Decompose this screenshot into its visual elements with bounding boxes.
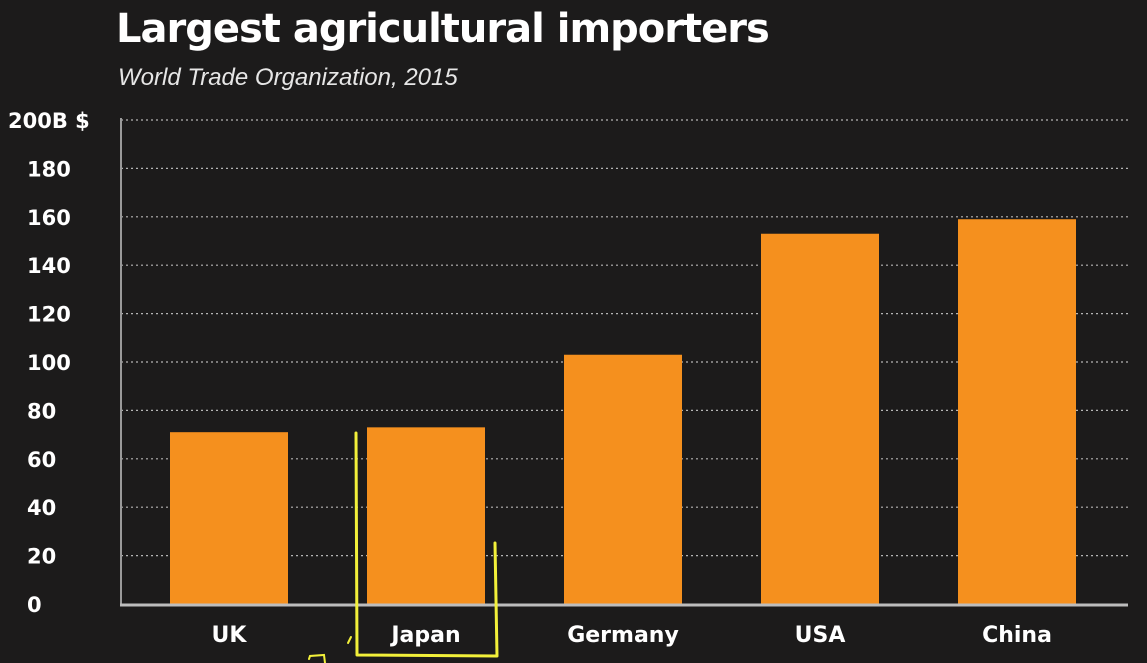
y-tick-label: 180 xyxy=(27,157,71,181)
x-category-label: Japan xyxy=(389,623,460,648)
y-tick-label: 100 xyxy=(27,351,71,375)
y-tick-label: 140 xyxy=(27,254,71,278)
x-category-label: USA xyxy=(795,623,846,648)
y-tick-label: 60 xyxy=(27,448,56,472)
annotation-tick-mark xyxy=(347,636,352,644)
bar-china xyxy=(958,219,1076,604)
x-category-label: UK xyxy=(212,623,248,648)
y-tick-label: 20 xyxy=(27,545,56,569)
chart-title: Largest agricultural importers xyxy=(116,6,770,52)
annotation-small-box xyxy=(308,653,326,663)
bar-germany xyxy=(564,354,682,604)
chart-subtitle: World Trade Organization, 2015 xyxy=(118,64,458,91)
y-tick-label: 200B $ xyxy=(8,109,90,133)
axes xyxy=(120,118,1128,607)
hand-drawn-annotation xyxy=(308,431,499,663)
bar-japan xyxy=(367,427,485,604)
bar-uk xyxy=(170,432,288,604)
y-axis-ticks: 0 20 40 60 80 100 120 140 160 180 200B $ xyxy=(8,109,90,617)
x-category-label: China xyxy=(982,623,1052,648)
y-tick-label: 40 xyxy=(27,496,56,520)
y-tick-label: 80 xyxy=(27,399,56,423)
y-tick-label: 0 xyxy=(27,593,42,617)
x-category-label: Germany xyxy=(567,623,679,648)
bars xyxy=(170,219,1076,605)
y-tick-label: 160 xyxy=(27,206,71,230)
y-tick-label: 120 xyxy=(27,303,71,327)
x-axis-categories: UK Japan Germany USA China xyxy=(212,623,1052,648)
bar-usa xyxy=(761,233,879,605)
japan-highlight-bracket xyxy=(354,431,499,658)
